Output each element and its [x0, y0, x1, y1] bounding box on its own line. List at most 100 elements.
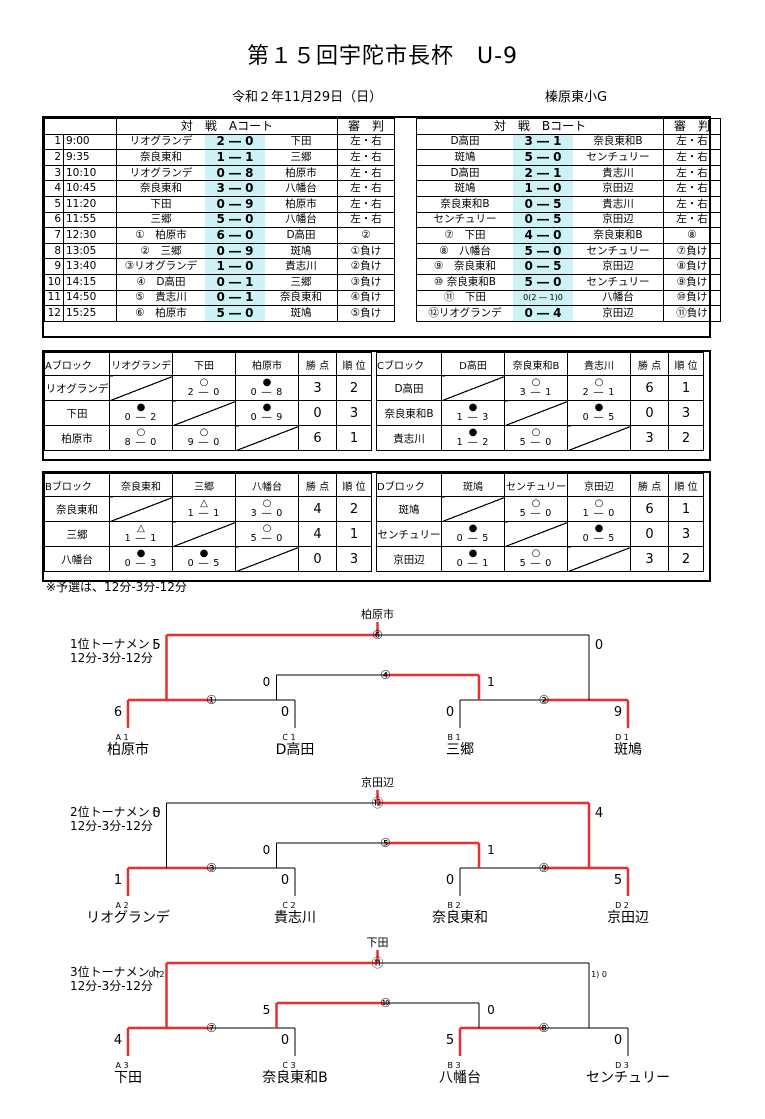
standings-block-a: Aブロック リオグランデ 下田 柏原市勝 点順 位リオグランデ ○ 2 ― 0 ● 0 ― 8… [44, 352, 372, 451]
schedule-row: 5 11:20 下田 0 ― 9 柏原市 左・右 [44, 195, 395, 213]
result-cell: ● 0 ― 5 [441, 521, 505, 547]
result-score: 0 ― 5 [187, 558, 221, 569]
tournament-title: 1位トーナメント [70, 636, 162, 651]
schedule-row: 7 12:30 ① 柏原市 6 ― 0 D高田 ② [44, 227, 395, 244]
points-value: 6 [630, 496, 669, 522]
team-score: 5 [614, 873, 622, 888]
result-cell: ● 1 ― 2 [441, 425, 505, 451]
referee: ①負け [337, 242, 395, 260]
match-score: 6 ― 0 [205, 227, 265, 244]
standings-block-d: Dブロック 斑鳩 センチュリー 京田辺勝 点順 位斑鳩 ○ 5 ― 0 ○ 1 ― 0 6 1 セン… [376, 473, 704, 572]
points-header: 勝 点 [298, 473, 337, 497]
schedule-row: 斑鳩 5 ― 0 センチュリー 左・右 [416, 149, 721, 166]
result-cell: ● 0 ― 5 [567, 521, 631, 547]
diagonal-cell [504, 400, 568, 426]
block-col-team: 京田辺 [567, 473, 631, 497]
result-symbol: ● [468, 402, 478, 413]
match-label: ⑤ [380, 836, 391, 850]
match-number: 9 [44, 258, 64, 275]
diagonal-cell [109, 375, 173, 401]
referee: 左・右 [337, 164, 395, 182]
schedule-table-b: 対 戦 Bコート審 判 D高田 3 ― 1 奈良東和B 左・右 斑鳩 5 ― 0 センチュリー… [416, 118, 721, 322]
final-score: 5 [152, 638, 160, 653]
kickoff-time: 11:55 [63, 211, 117, 229]
referee: 左・右 [663, 211, 721, 229]
result-score: 0 ― 5 [456, 533, 490, 544]
seed-label: A 3 [115, 1061, 128, 1070]
match-score: 5 ― 0 [205, 305, 265, 322]
rank-value: 2 [668, 425, 704, 451]
result-cell: ○ 3 ― 1 [504, 375, 568, 401]
block-col-team: 貴志川 [567, 352, 631, 376]
rank-value: 3 [668, 400, 704, 426]
header-referee-b: 審 判 [663, 118, 721, 135]
match-label: ⑥ [372, 628, 383, 642]
tournament-title: 3位トーナメント [70, 964, 162, 979]
kickoff-time: 12:30 [63, 227, 117, 244]
result-cell: ● 0 ― 2 [109, 400, 173, 426]
referee: 左・右 [337, 133, 395, 151]
home-team: ⑫リオグランデ [416, 305, 513, 322]
block-row-team: 斑鳩 [376, 496, 442, 522]
result-symbol: ● [136, 402, 146, 413]
result-cell: ○ 1 ― 0 [567, 496, 631, 522]
final-score: 1) 0 [591, 970, 607, 979]
schedule-row: 6 11:55 三郷 5 ― 0 八幡台 左・右 [44, 211, 395, 229]
team-score: 0 [446, 705, 454, 720]
result-symbol: △ [200, 498, 208, 509]
team-name: 奈良東和 [432, 910, 488, 926]
kickoff-time: 13:40 [63, 258, 117, 275]
team-name: 奈良東和B [262, 1070, 328, 1086]
home-team: ① 柏原市 [116, 227, 205, 244]
block-col-team: D高田 [441, 352, 505, 376]
away-team: 奈良東和B [573, 227, 664, 244]
away-team: 貴志川 [573, 195, 664, 213]
match-label: ⑪ [371, 956, 383, 970]
result-cell: ● 0 ― 9 [235, 400, 299, 426]
match-label: ⑩ [380, 996, 391, 1010]
points-value: 3 [630, 425, 669, 451]
away-team: 京田辺 [573, 211, 664, 229]
team-name: 京田辺 [607, 910, 649, 926]
match-score: 1 ― 0 [513, 180, 573, 197]
result-score: 2 ― 0 [187, 387, 221, 398]
result-cell: △ 1 ― 1 [109, 521, 173, 547]
block-col-team: リオグランデ [109, 352, 173, 376]
team-name: 八幡台 [439, 1070, 481, 1086]
block-col-team: 奈良東和B [504, 352, 568, 376]
block-col-team: 下田 [172, 352, 236, 376]
result-score: 0 ― 5 [582, 412, 616, 423]
block-name: Bブロック [44, 473, 110, 497]
match-label: ⑨ [539, 861, 550, 875]
tournament-time: 12分-3分-12分 [70, 651, 153, 665]
schedule-row: 奈良東和B 0 ― 5 貴志川 左・右 [416, 195, 721, 213]
away-team: 三郷 [265, 273, 338, 291]
rank-header: 順 位 [668, 473, 704, 497]
kickoff-time: 9:35 [63, 149, 117, 166]
referee: 左・右 [337, 149, 395, 166]
home-team: ⑧ 八幡台 [416, 242, 513, 260]
result-symbol: ○ [262, 498, 272, 509]
page-title: 第１５回宇陀市長杯 U-9 [246, 44, 519, 69]
semi-score: 0 [263, 843, 271, 857]
result-cell: ○ 2 ― 1 [567, 375, 631, 401]
result-symbol: ○ [531, 548, 541, 559]
block-name: Dブロック [376, 473, 442, 497]
result-cell: ○ 8 ― 0 [109, 425, 173, 451]
away-team: 貴志川 [265, 258, 338, 275]
block-row-team: リオグランデ [44, 375, 110, 401]
match-number: 2 [44, 149, 64, 166]
away-team: 斑鳩 [265, 305, 338, 322]
block-row-team: 京田辺 [376, 546, 442, 572]
result-cell: ○ 5 ― 0 [504, 496, 568, 522]
match-number: 12 [44, 305, 64, 322]
rank-header: 順 位 [336, 473, 372, 497]
match-number: 8 [44, 242, 64, 260]
away-team: 下田 [265, 133, 338, 151]
kickoff-time: 14:50 [63, 289, 117, 307]
match-score: 0 ― 8 [205, 164, 265, 182]
match-score: 0 ― 5 [513, 195, 573, 213]
